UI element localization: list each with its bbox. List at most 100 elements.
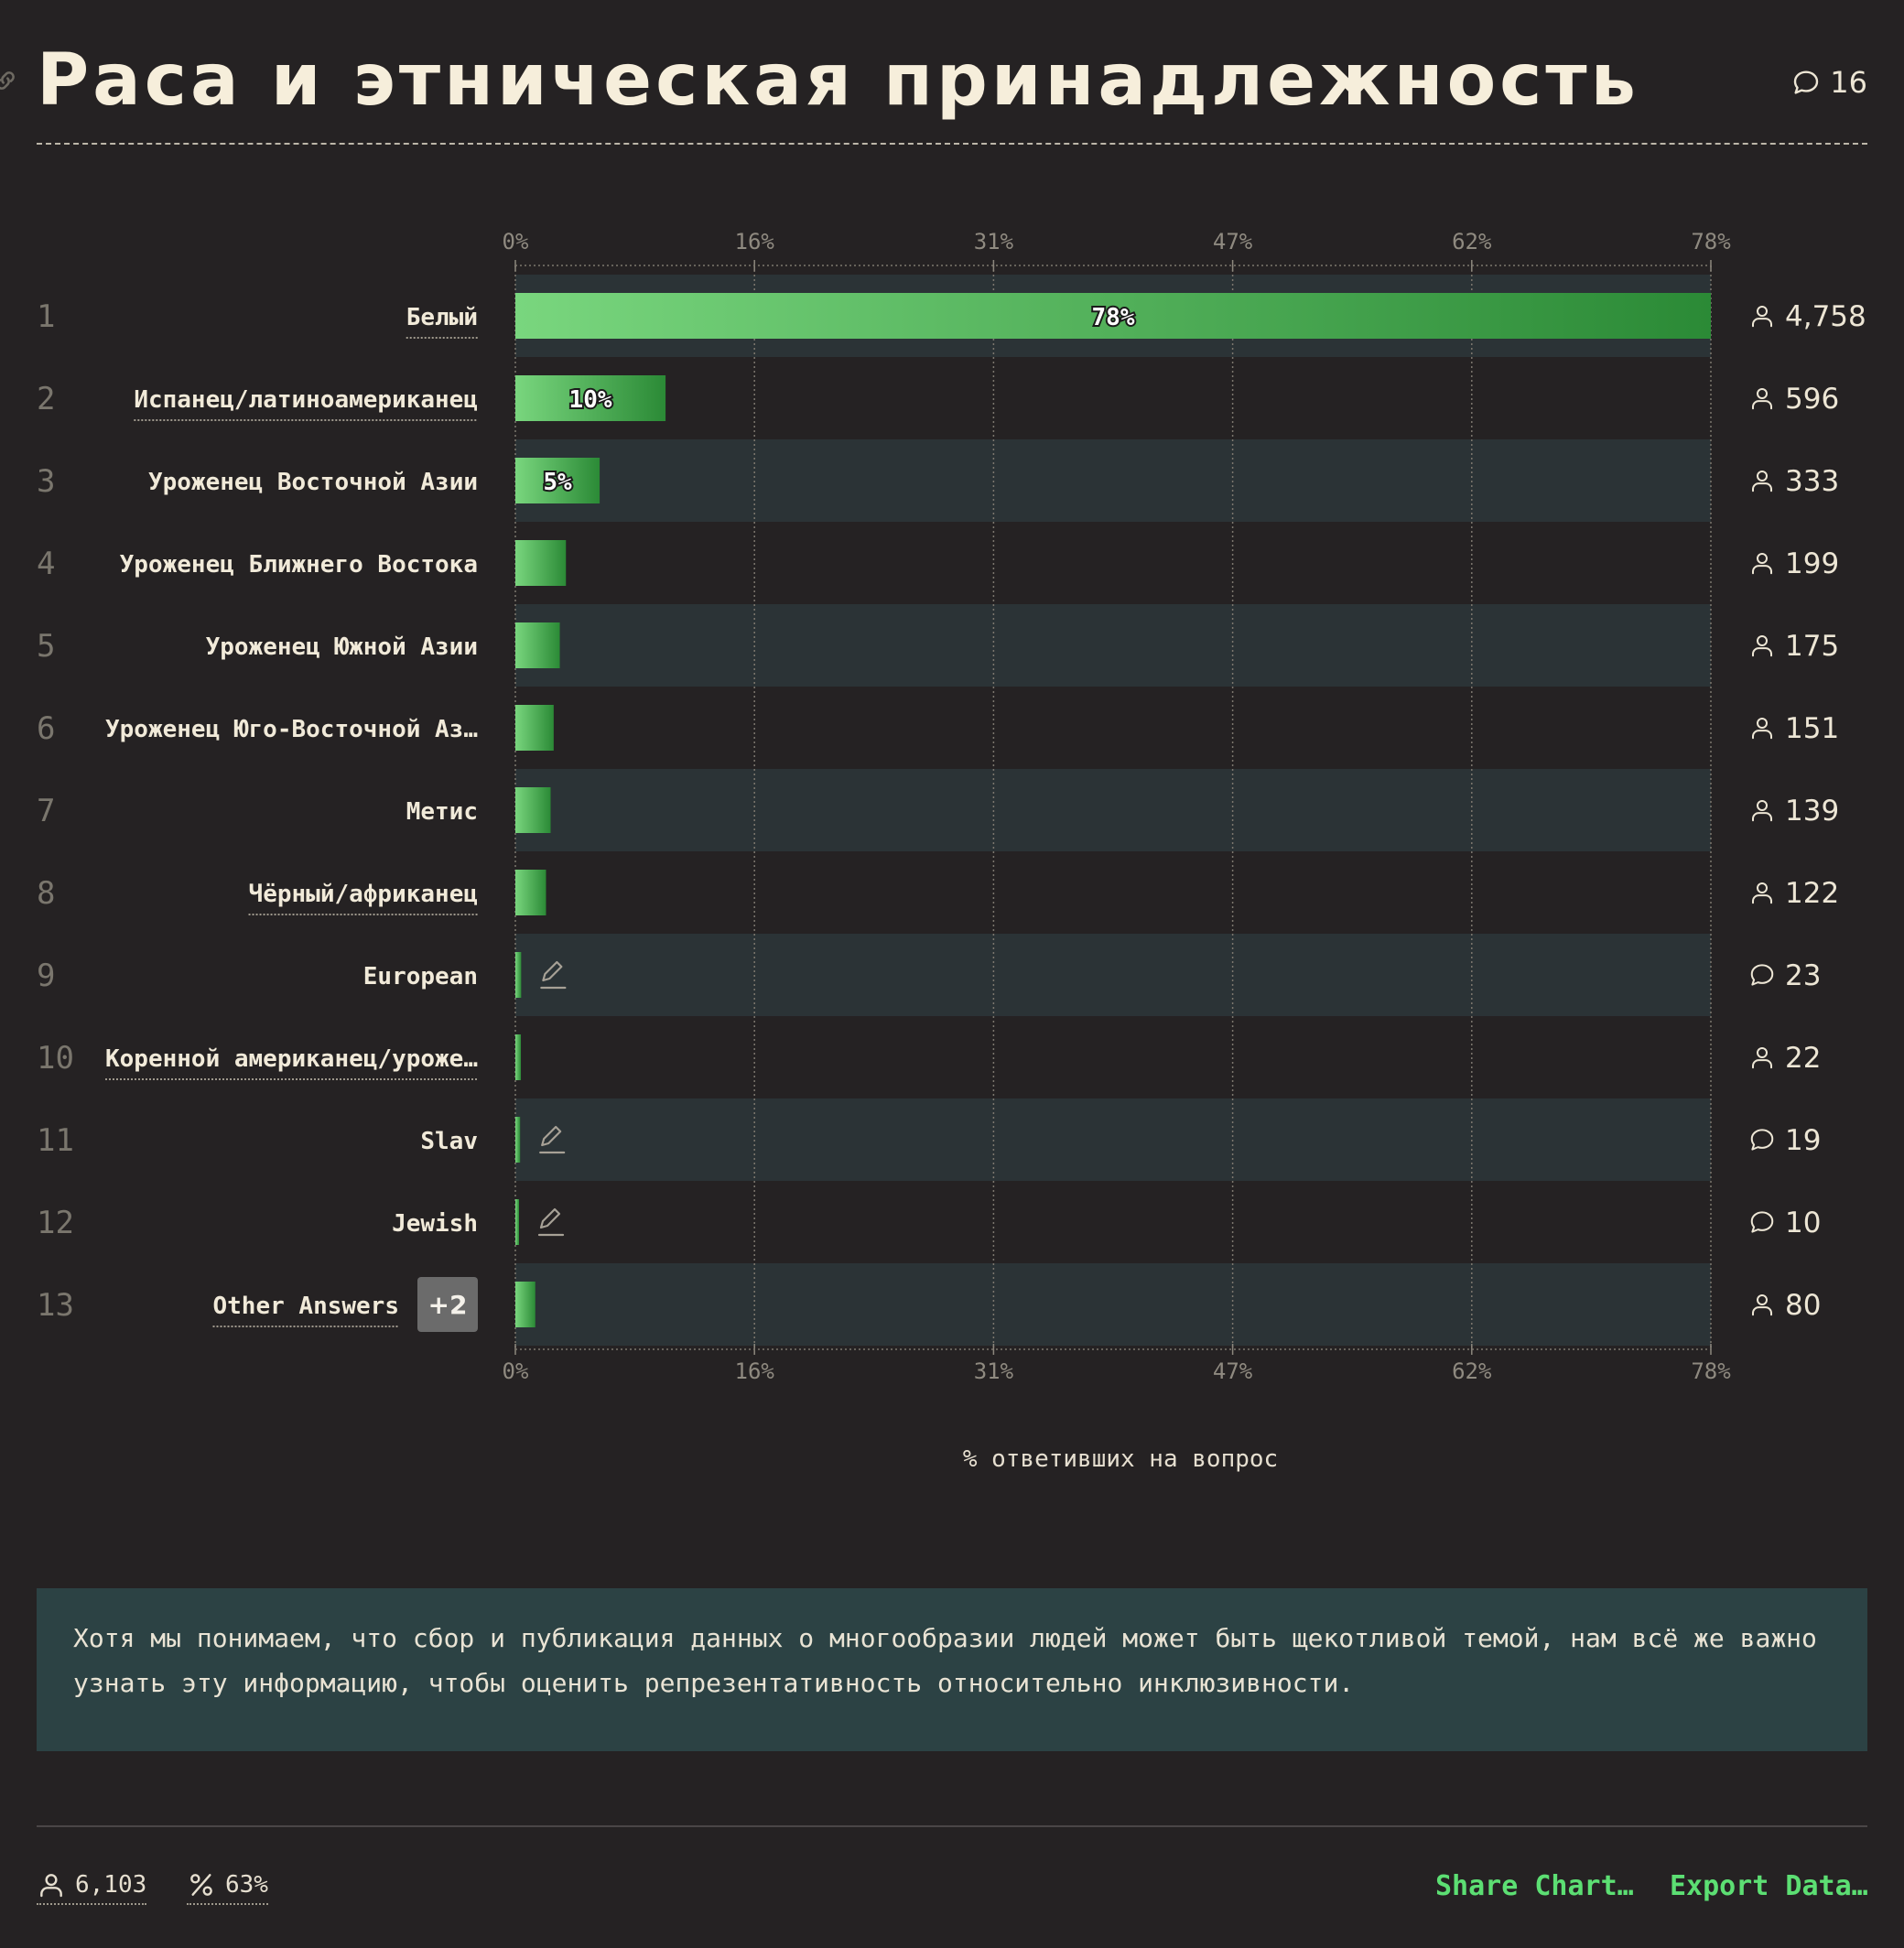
user-icon xyxy=(1752,306,1772,328)
user-icon xyxy=(1752,1047,1772,1069)
user-icon xyxy=(1752,388,1772,410)
category-label: Уроженец Юго-Восточной Аз… xyxy=(105,716,478,743)
x-tick-label-top: 47% xyxy=(1213,229,1253,254)
rank-number: 2 xyxy=(37,381,55,417)
respondents-count: 6,103 xyxy=(75,1871,147,1899)
category-label: Метис xyxy=(406,798,478,826)
x-tick-label-top: 0% xyxy=(503,229,529,254)
category-label[interactable]: Коренной американец/уроже… xyxy=(105,1045,478,1073)
rank-number: 4 xyxy=(37,546,55,582)
x-tick-label-top: 78% xyxy=(1691,229,1731,254)
x-tick-label-top: 62% xyxy=(1452,229,1492,254)
response-count: 596 xyxy=(1785,383,1839,416)
response-count: 80 xyxy=(1785,1289,1821,1322)
category-label[interactable]: Испанец/латиноамериканец xyxy=(134,386,478,414)
x-axis-label: % ответивших на вопрос xyxy=(963,1445,1278,1473)
rank-number: 3 xyxy=(37,463,55,500)
category-label: Уроженец Ближнего Востока xyxy=(120,551,478,579)
x-tick-label-top: 31% xyxy=(974,229,1014,254)
x-tick-label-bottom: 47% xyxy=(1213,1358,1253,1384)
user-icon xyxy=(1752,1294,1772,1316)
category-label[interactable]: Чёрный/африканец xyxy=(249,881,478,908)
rank-number: 8 xyxy=(37,875,55,912)
pencil-body xyxy=(542,960,563,982)
badge-background xyxy=(417,1277,478,1332)
bar-chart: 78% 10% 5% 1 Белый 2 Испанец/латиноамериканец… xyxy=(37,229,1866,1473)
x-tick-label-bottom: 31% xyxy=(974,1358,1014,1384)
bar[interactable] xyxy=(515,1199,519,1245)
response-count: 19 xyxy=(1785,1124,1821,1157)
comment-icon xyxy=(1750,1211,1774,1233)
response-count: 23 xyxy=(1785,959,1821,992)
description-note: Хотя мы понимаем, что сбор и публикация … xyxy=(37,1588,1867,1751)
user-icon xyxy=(1752,718,1772,740)
response-count: 10 xyxy=(1785,1207,1821,1239)
user-icon xyxy=(1752,882,1772,904)
response-rate-value: 63% xyxy=(225,1871,268,1899)
rank-number: 13 xyxy=(37,1287,74,1324)
bar[interactable] xyxy=(515,1034,522,1080)
bar[interactable] xyxy=(515,1117,521,1163)
rank-number: 1 xyxy=(37,298,55,335)
comment-count: 16 xyxy=(1830,65,1867,100)
bar[interactable] xyxy=(515,870,546,915)
response-count: 175 xyxy=(1785,630,1839,663)
export-data-button[interactable]: Export Data… xyxy=(1670,1870,1868,1902)
badge-label: +2 xyxy=(428,1290,468,1320)
bar[interactable] xyxy=(515,705,554,751)
x-tick-label-bottom: 0% xyxy=(503,1358,529,1384)
category-label: European xyxy=(363,963,478,990)
rank-number: 9 xyxy=(37,958,55,994)
user-icon xyxy=(1752,471,1772,492)
bar[interactable] xyxy=(515,540,567,586)
respondents-stat[interactable]: 6,103 xyxy=(37,1868,147,1905)
pencil-icon[interactable] xyxy=(540,960,567,990)
bar[interactable] xyxy=(515,1282,536,1327)
bar-value-label: 10% xyxy=(569,386,612,414)
pencil-icon[interactable] xyxy=(537,1207,565,1237)
bar[interactable] xyxy=(515,787,551,833)
row-band xyxy=(515,769,1711,851)
bar[interactable] xyxy=(515,622,560,668)
comment-icon xyxy=(1750,1129,1774,1151)
user-icon xyxy=(40,1874,62,1898)
share-chart-button[interactable]: Share Chart… xyxy=(1435,1870,1634,1902)
row-band xyxy=(515,1098,1711,1181)
user-icon xyxy=(1752,553,1772,575)
bar[interactable] xyxy=(515,375,666,421)
category-label: Уроженец Восточной Азии xyxy=(148,469,478,496)
category-label: Jewish xyxy=(392,1210,478,1238)
bar[interactable] xyxy=(515,458,600,503)
other-answers-badge[interactable]: +2 xyxy=(417,1277,478,1332)
footer-divider xyxy=(37,1825,1867,1827)
percent-icon xyxy=(190,1874,212,1896)
title-divider xyxy=(37,143,1867,145)
x-tick-label-bottom: 16% xyxy=(735,1358,775,1384)
rank-number: 7 xyxy=(37,793,55,829)
pencil-body xyxy=(541,1125,562,1147)
link-icon[interactable] xyxy=(0,68,18,93)
rank-number: 11 xyxy=(37,1122,74,1159)
bar-value-label: 5% xyxy=(543,469,572,496)
user-icon xyxy=(1752,800,1772,822)
pencil-icon[interactable] xyxy=(539,1125,566,1154)
bar[interactable] xyxy=(515,293,1711,339)
row-band xyxy=(515,1263,1711,1346)
x-tick-label-bottom: 78% xyxy=(1691,1358,1731,1384)
bar-value-label: 78% xyxy=(1092,304,1135,331)
pencil-body xyxy=(539,1207,561,1229)
comment-icon xyxy=(1794,70,1819,94)
response-rate-stat[interactable]: 63% xyxy=(187,1868,268,1905)
category-label[interactable]: Other Answers xyxy=(213,1293,400,1320)
category-label[interactable]: Белый xyxy=(406,304,478,331)
row-band xyxy=(515,604,1711,687)
response-count: 4,758 xyxy=(1785,300,1866,333)
x-tick-label-top: 16% xyxy=(735,229,775,254)
bar[interactable] xyxy=(515,952,522,998)
comments-button[interactable]: 16 xyxy=(1791,62,1867,103)
response-count: 151 xyxy=(1785,712,1839,745)
rank-number: 10 xyxy=(37,1040,74,1077)
response-count: 22 xyxy=(1785,1042,1821,1075)
response-count: 333 xyxy=(1785,465,1839,498)
comment-icon xyxy=(1750,964,1774,986)
